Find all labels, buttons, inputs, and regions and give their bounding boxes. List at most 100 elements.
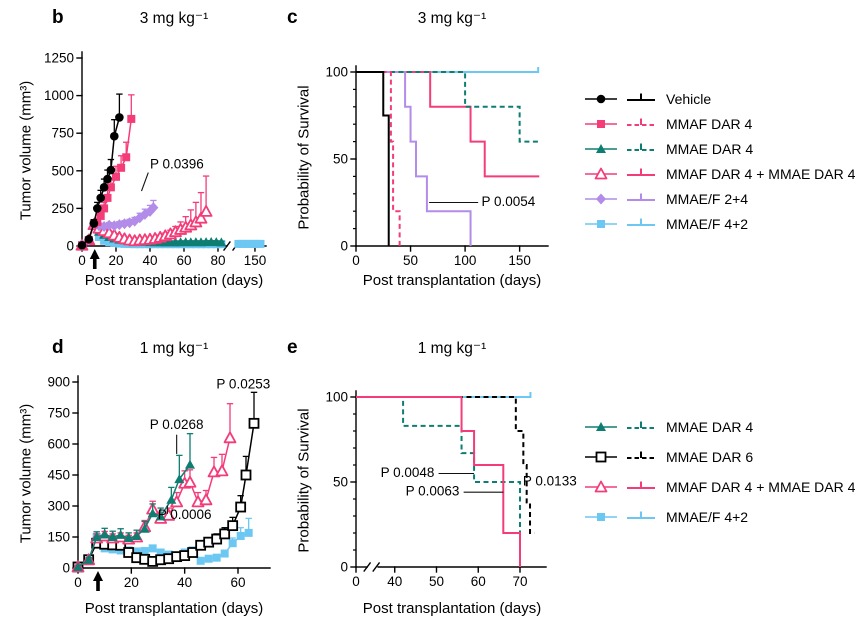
svg-text:20: 20 bbox=[108, 253, 123, 268]
legend-marker-icon bbox=[585, 451, 617, 463]
legend-item: MMAF DAR 4 + MMAE DAR 4 bbox=[583, 165, 855, 183]
svg-text:80: 80 bbox=[210, 253, 225, 268]
legend-marker-icon bbox=[585, 193, 617, 205]
legend-marker-icon bbox=[585, 120, 617, 128]
legend-label: MMAF DAR 4 + MMAE DAR 4 bbox=[666, 479, 856, 495]
svg-text:750: 750 bbox=[51, 126, 74, 141]
legend-item: MMAE DAR 4 bbox=[583, 418, 855, 436]
legend-label: MMAE/F 4+2 bbox=[666, 509, 749, 525]
legend-marker-icon bbox=[585, 480, 617, 493]
legend-label: MMAF DAR 4 bbox=[666, 116, 753, 132]
panel-title-b: 3 mg kg⁻¹ bbox=[139, 10, 209, 27]
legend-label: Vehicle bbox=[666, 91, 712, 107]
chart-c-survival: 0 50 100 150 0 50 100 P 0.0054 bbox=[325, 65, 549, 268]
svg-text:0: 0 bbox=[352, 574, 360, 589]
legend-label: MMAE/F 2+4 bbox=[666, 191, 749, 207]
svg-text:P 0.0006: P 0.0006 bbox=[158, 507, 212, 522]
legend-label: MMAE DAR 4 bbox=[666, 419, 754, 435]
xaxis-label-d: Post transplantation (days) bbox=[84, 600, 264, 617]
svg-text:450: 450 bbox=[47, 468, 70, 483]
svg-text:100: 100 bbox=[325, 390, 348, 405]
svg-text:P 0.0048: P 0.0048 bbox=[381, 465, 435, 480]
svg-text:1000: 1000 bbox=[44, 88, 74, 103]
chart-b-tumor-volume: 0 20 40 60 80 150 0 250 500 750 1000 1250 P 0.0396 bbox=[44, 51, 267, 269]
svg-text:150: 150 bbox=[244, 253, 267, 268]
svg-text:40: 40 bbox=[142, 253, 157, 268]
svg-text:60: 60 bbox=[230, 575, 245, 590]
legend-marker-icon bbox=[585, 167, 617, 180]
svg-text:60: 60 bbox=[176, 253, 191, 268]
svg-text:40: 40 bbox=[387, 574, 402, 589]
svg-text:1250: 1250 bbox=[44, 51, 74, 66]
panel-label-c: c bbox=[287, 7, 298, 28]
legend-marker-icon bbox=[585, 513, 617, 521]
yaxis-label-b: Tumor volume (mm³) bbox=[17, 80, 35, 221]
svg-text:50: 50 bbox=[429, 574, 444, 589]
legend-survival-line-icon bbox=[627, 118, 655, 126]
legend-survival-line-icon bbox=[627, 218, 655, 226]
legend-label: MMAE DAR 6 bbox=[666, 449, 754, 465]
legend-survival-line-icon bbox=[627, 511, 655, 519]
legend-bottom: MMAE DAR 4 MMAE DAR 6 MMAF DAR 4 + MMAE DA… bbox=[583, 418, 855, 538]
legend-label: MMAE/F 4+2 bbox=[666, 216, 749, 232]
legend-item: MMAF DAR 4 bbox=[583, 115, 855, 133]
legend-top: Vehicle MMAF DAR 4 MMAE DAR 4 MMAF DAR 4 + … bbox=[583, 90, 855, 240]
svg-text:P 0.0063: P 0.0063 bbox=[406, 484, 460, 499]
svg-text:150: 150 bbox=[508, 253, 531, 268]
panel-title-d: 1 mg kg⁻¹ bbox=[139, 340, 209, 357]
legend-item: MMAE/F 4+2 bbox=[583, 215, 855, 233]
svg-text:900: 900 bbox=[47, 375, 70, 390]
svg-text:250: 250 bbox=[51, 201, 74, 216]
svg-text:P 0.0253: P 0.0253 bbox=[216, 377, 270, 392]
chart-e-survival: 0 40 50 60 70 0 50 100 P 0.0048 P 0.0063 P 0.0133 bbox=[325, 390, 577, 590]
legend-item: MMAE/F 4+2 bbox=[583, 508, 855, 526]
svg-text:0: 0 bbox=[340, 560, 348, 575]
panel-label-b: b bbox=[52, 7, 64, 28]
legend-survival-line-icon bbox=[627, 193, 655, 201]
svg-text:20: 20 bbox=[124, 575, 139, 590]
xaxis-label-b: Post transplantation (days) bbox=[84, 272, 264, 289]
svg-text:750: 750 bbox=[47, 406, 70, 421]
panel-title-e: 1 mg kg⁻¹ bbox=[417, 340, 487, 357]
svg-text:P 0.0133: P 0.0133 bbox=[523, 473, 577, 488]
legend-marker-icon bbox=[585, 220, 617, 228]
xaxis-label-c: Post transplantation (days) bbox=[362, 272, 542, 289]
legend-marker-icon bbox=[585, 422, 617, 431]
panel-label-d: d bbox=[52, 337, 64, 358]
panel-title-c: 3 mg kg⁻¹ bbox=[417, 10, 487, 27]
yaxis-label-c: Probability of Survival bbox=[295, 85, 313, 230]
svg-text:50: 50 bbox=[333, 475, 348, 490]
legend-survival-line-icon bbox=[627, 143, 655, 151]
svg-text:40: 40 bbox=[177, 575, 192, 590]
svg-text:70: 70 bbox=[512, 574, 527, 589]
svg-text:0: 0 bbox=[352, 253, 360, 268]
legend-survival-line-icon bbox=[627, 93, 655, 101]
svg-text:60: 60 bbox=[471, 574, 486, 589]
svg-text:150: 150 bbox=[47, 530, 70, 545]
svg-text:P 0.0396: P 0.0396 bbox=[150, 157, 204, 172]
legend-survival-line-icon bbox=[627, 168, 655, 176]
yaxis-label-d: Tumor volume (mm³) bbox=[17, 403, 35, 544]
svg-text:500: 500 bbox=[51, 163, 74, 178]
svg-text:0: 0 bbox=[62, 561, 70, 576]
legend-item: MMAE DAR 6 bbox=[583, 448, 855, 466]
svg-text:0: 0 bbox=[74, 575, 82, 590]
legend-survival-line-icon bbox=[627, 421, 655, 429]
svg-text:0: 0 bbox=[78, 253, 86, 268]
svg-text:100: 100 bbox=[325, 65, 348, 80]
legend-item: MMAE DAR 4 bbox=[583, 140, 855, 158]
svg-text:0: 0 bbox=[340, 239, 348, 254]
svg-text:300: 300 bbox=[47, 499, 70, 514]
svg-text:50: 50 bbox=[403, 253, 418, 268]
legend-survival-line-icon bbox=[627, 481, 655, 489]
xaxis-label-e: Post transplantation (days) bbox=[362, 600, 542, 617]
legend-label: MMAE DAR 4 bbox=[666, 141, 754, 157]
panel-label-e: e bbox=[287, 337, 298, 358]
svg-text:P 0.0268: P 0.0268 bbox=[150, 417, 204, 432]
svg-text:0: 0 bbox=[66, 239, 74, 254]
svg-text:600: 600 bbox=[47, 437, 70, 452]
legend-marker-icon bbox=[585, 144, 617, 153]
svg-text:P 0.0054: P 0.0054 bbox=[481, 194, 535, 209]
